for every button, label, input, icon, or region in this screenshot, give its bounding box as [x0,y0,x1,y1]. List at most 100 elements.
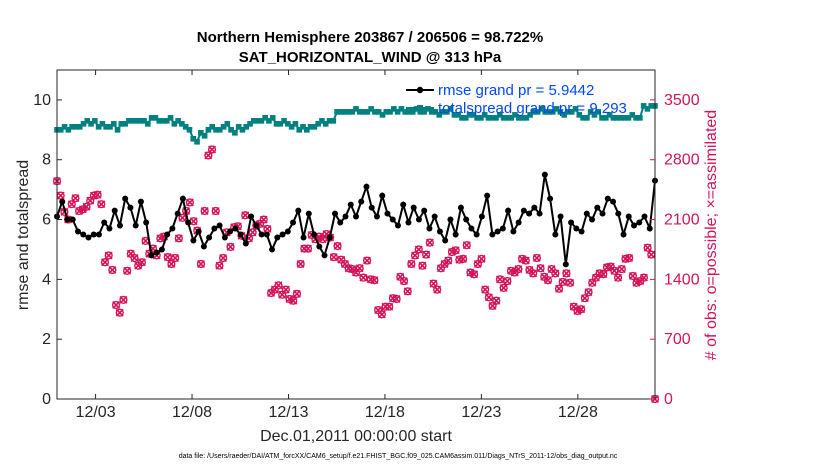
totalspread-point [152,115,159,121]
totalspread-point [568,109,575,115]
totalspread-point [258,118,265,124]
obs-possible-point [451,246,460,255]
obs-assimilated-point [532,254,541,262]
totalspread-point [334,109,340,115]
totalspread-point [515,115,522,121]
x-tick-label: 12/23 [461,404,501,421]
totalspread-point [235,124,242,130]
totalspread-point [527,112,533,118]
obs-assimilated-point [93,190,102,199]
totalspread-point [345,109,352,115]
x-axis-label: Dec.01,2011 00:00:00 start [260,428,452,445]
totalspread-point [500,115,507,121]
rmse-point [552,231,559,238]
rmse-point [615,210,622,217]
obs-assimilated-point [422,250,431,259]
totalspread-point [76,124,83,130]
rmse-point [520,207,527,214]
totalspread-point [198,130,204,136]
obs-assimilated-point [566,278,575,287]
obs-assimilated-point [462,241,471,250]
rmse-point [562,261,569,268]
totalspread-point [273,121,280,127]
obs-possible-point [215,261,224,270]
rmse-point [69,216,76,223]
data-file-footer: data file: /Users/raeder/DAI/ATM_forcXX/… [179,453,618,460]
totalspread-point [451,112,458,118]
obs-assimilated-point [385,302,394,311]
totalspread-point [356,109,363,115]
totalspread-point [338,109,344,115]
rmse-point [426,225,433,232]
obs-possible-point [274,281,283,290]
totalspread-point [417,109,424,115]
obs-possible-point [219,253,228,263]
rmse-point [557,213,564,220]
totalspread-point [504,115,511,121]
obs-possible-point [292,289,302,298]
obs-possible-point [248,228,257,237]
totalspread-point [303,127,310,133]
obs-possible-point [359,273,368,282]
rmse-point [510,228,517,235]
totalspread-point [167,115,174,121]
obs-possible-point [115,308,124,317]
totalspread-point [92,118,98,124]
obs-assimilated-point [101,258,109,267]
obs-assimilated-point [263,224,272,233]
rmse-point [164,231,171,238]
y-right-tick-label: 2800 [664,152,700,169]
obs-possible-point [392,294,401,304]
x-tick-label: 12/03 [76,404,116,421]
obs-possible-point [414,245,423,254]
obs-possible-point [196,259,206,269]
obs-assimilated-point [211,207,220,215]
totalspread-point [292,121,299,127]
totalspread-point [88,121,94,127]
obs-assimilated-point [71,194,80,203]
rmse-point [284,228,291,235]
rmse-point [342,213,349,220]
totalspread-point [118,121,125,127]
rmse-point [578,228,585,235]
obs-assimilated-point [625,254,634,262]
obs-assimilated-point [470,270,479,279]
totalspread-point [436,112,443,118]
totalspread-point [99,121,106,127]
obs-possible-point [551,269,560,278]
obs-possible-point [259,215,268,224]
totalspread-point [65,127,72,133]
rmse-point [468,225,475,232]
obs-assimilated-point [97,200,106,209]
obs-possible-point [355,264,364,273]
totalspread-point [205,127,212,133]
totalspread-point [538,106,545,112]
totalspread-point [572,106,579,112]
rmse-point [583,210,590,217]
totalspread-point [224,121,231,127]
obs-possible-point [399,276,409,286]
totalspread-point [394,109,401,115]
obs-possible-point [599,270,608,279]
totalspread-point [379,112,386,118]
obs-assimilated-point [407,260,416,268]
obs-assimilated-point [484,293,493,302]
totalspread-point [156,118,162,124]
y-right-tick-label: 3500 [664,92,700,109]
totalspread-point [546,109,552,115]
obs-assimilated-point [558,277,567,286]
rmse-point [248,213,255,220]
obs-assimilated-point [400,277,408,286]
rmse-point [347,201,354,208]
obs-possible-point [625,253,634,263]
obs-possible-point [562,269,571,278]
totalspread-point [368,106,374,112]
totalspread-point [440,109,446,115]
obs-assimilated-point [370,276,379,285]
totalspread-point [311,124,318,130]
totalspread-point [84,118,91,124]
totalspread-point [269,115,276,121]
rmse-point [394,222,401,229]
totalspread-point [602,115,609,121]
rmse-point [137,198,144,205]
